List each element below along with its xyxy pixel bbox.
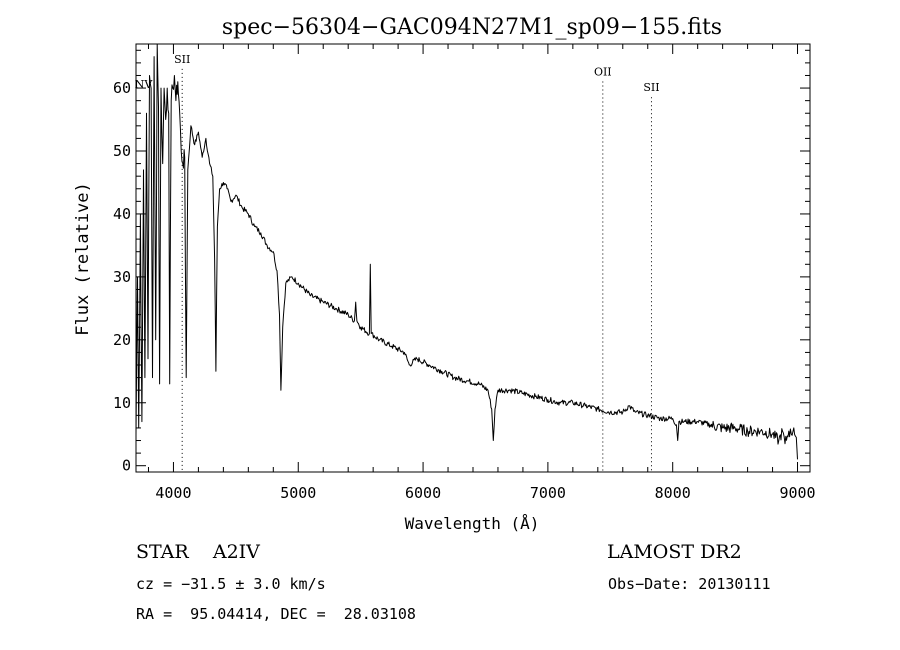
plot-area: 4000 5000 6000 7000 8000 9000 0 10 20 30 40 50 60 NV S…	[113, 43, 816, 502]
line-marker-label: OII	[594, 65, 612, 78]
y-tick-label: 0	[122, 457, 131, 475]
x-tick-label: 4000	[155, 484, 191, 502]
x-tick-label: 6000	[405, 484, 441, 502]
y-axis-label: Flux (relative)	[73, 182, 93, 336]
plot-frame	[135, 43, 811, 473]
y-tick-label: 30	[113, 268, 131, 286]
y-tick-label: 50	[113, 142, 131, 160]
chart-title: spec−56304−GAC094N27M1_sp09−155.fits	[222, 15, 722, 40]
survey-label: LAMOST DR2	[607, 541, 742, 563]
x-tick-label: 9000	[779, 484, 815, 502]
line-marker-label: NV	[135, 78, 154, 91]
y-tick-label: 10	[113, 394, 131, 412]
object-subclass: A2IV	[212, 541, 260, 563]
x-tick-label: 8000	[655, 484, 691, 502]
y-tick-label: 20	[113, 331, 131, 349]
x-tick-label: 5000	[280, 484, 316, 502]
redshift-label: cz = −31.5 ± 3.0 km/s	[136, 575, 326, 593]
object-type: STAR	[136, 541, 189, 563]
obs-date-label: Obs−Date: 20130111	[608, 575, 771, 593]
line-marker-label: SII	[174, 53, 190, 66]
spectrum-line	[135, 43, 798, 460]
x-tick-label: 7000	[530, 484, 566, 502]
object-class-line: STAR A2IV	[136, 541, 260, 563]
x-axis-label: Wavelength (Å)	[405, 514, 540, 533]
y-tick-label: 60	[113, 79, 131, 97]
y-tick-label: 40	[113, 205, 131, 223]
ra-dec-label: RA = 95.04414, DEC = 28.03108	[136, 605, 416, 623]
line-marker-label: SII	[643, 81, 659, 94]
